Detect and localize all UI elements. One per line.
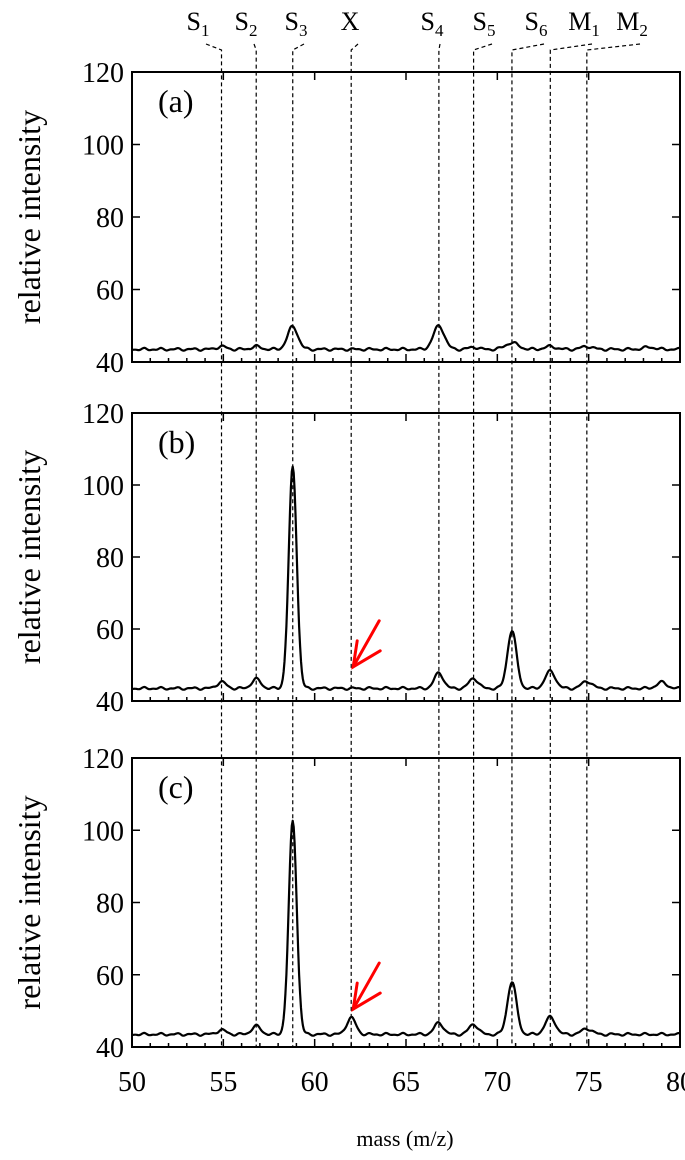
- plot-frame: [131, 412, 681, 702]
- y-tick-label: 120: [82, 399, 124, 430]
- peak-label-subscript: 5: [487, 21, 496, 40]
- peak-guide-line: [586, 43, 641, 1047]
- peak-guide-line: [253, 43, 257, 1047]
- x-tick-label: 55: [209, 1067, 237, 1098]
- peak-guide-line: [205, 43, 223, 1047]
- x-axis-label: mass (m/z): [356, 1126, 453, 1151]
- spectrum-line: [131, 324, 681, 352]
- y-axis-label: relative intensity: [11, 450, 47, 664]
- peak-marker-s1: S1: [187, 7, 223, 1047]
- arrow-head: [351, 639, 382, 670]
- plot-area: [132, 758, 680, 1047]
- peak-marker-x: X: [341, 7, 360, 1047]
- y-tick-label: 40: [96, 687, 124, 718]
- peak-label: S2: [235, 7, 258, 40]
- panels-layer: 40 60 80 100 120 relative intensity (a) 40 60 80 1…: [11, 58, 685, 1098]
- peak-label-subscript: 6: [539, 21, 548, 40]
- peak-marker-s6: S6: [511, 7, 548, 1047]
- peak-label: X: [341, 7, 360, 36]
- y-tick-label: 80: [96, 889, 124, 920]
- plot-frame: [131, 71, 681, 363]
- panel-label: (a): [158, 83, 194, 119]
- x-tick-label: 60: [301, 1067, 329, 1098]
- peak-label: S4: [421, 7, 444, 40]
- peak-marker-m1: M1: [549, 7, 600, 1047]
- peak-label-subscript: 3: [299, 21, 308, 40]
- panel-a: 40 60 80 100 120 relative intensity (a): [11, 58, 681, 379]
- red-arrow-icon: [351, 961, 382, 1012]
- red-arrow-icon: [351, 619, 382, 670]
- y-tick-label: 40: [96, 1033, 124, 1064]
- plot-frame: [131, 757, 681, 1048]
- peak-marker-m2: M2: [586, 7, 648, 1047]
- peak-guide-line: [549, 43, 593, 1047]
- y-tick-label: 100: [82, 816, 124, 847]
- y-tick-label: 40: [96, 348, 124, 379]
- y-tick-label: 100: [82, 471, 124, 502]
- peak-marker-layer: S1 S2 S3 X S4 S5 S6 M1 M2: [187, 7, 648, 1047]
- y-axis-label: relative intensity: [11, 110, 47, 324]
- peak-marker-s5: S5: [472, 7, 496, 1047]
- y-axis-label: relative intensity: [11, 795, 47, 1009]
- peak-label: S1: [187, 7, 210, 40]
- plot-area: [132, 72, 680, 362]
- panel-label: (b): [158, 424, 195, 460]
- y-tick-label: 100: [82, 131, 124, 162]
- peak-label: S6: [525, 7, 548, 40]
- spectrum-line: [131, 465, 681, 691]
- peak-label-subscript: 1: [201, 21, 210, 40]
- y-tick-label: 60: [96, 276, 124, 307]
- arrow-shaft: [351, 619, 381, 669]
- spectrum-line: [131, 819, 681, 1037]
- peak-marker-s2: S2: [235, 7, 258, 1047]
- plot-area: [132, 413, 680, 701]
- peak-label: M2: [616, 7, 648, 40]
- peak-label-subscript: 2: [249, 21, 258, 40]
- arrow-head: [351, 981, 382, 1012]
- peak-guide-line: [511, 43, 545, 1047]
- y-tick-label: 60: [96, 615, 124, 646]
- y-tick-label: 120: [82, 58, 124, 89]
- peak-label-subscript: 4: [435, 21, 444, 40]
- peak-label-subscript: 1: [591, 21, 600, 40]
- peak-label-subscript: 2: [639, 21, 648, 40]
- y-tick-label: 80: [96, 203, 124, 234]
- peak-label: S3: [285, 7, 308, 40]
- y-tick-label: 60: [96, 961, 124, 992]
- x-tick-label: 50: [118, 1067, 146, 1098]
- panel-b: 40 60 80 100 120 relative intensity (b): [11, 399, 681, 718]
- x-tick-label: 75: [575, 1067, 603, 1098]
- peak-label: S5: [473, 7, 496, 40]
- panel-c: 40 60 80 100 120 relative intensity (c): [11, 744, 681, 1064]
- x-tick-label: 80: [666, 1067, 685, 1098]
- peak-guide-line: [350, 43, 359, 1047]
- peak-guide-line: [292, 43, 305, 1047]
- x-tick-label: 70: [483, 1067, 511, 1098]
- y-tick-label: 80: [96, 543, 124, 574]
- peak-label: M1: [568, 7, 600, 40]
- peak-marker-s4: S4: [421, 7, 444, 1047]
- x-tick-label: 65: [392, 1067, 420, 1098]
- arrow-shaft: [351, 961, 381, 1011]
- y-tick-label: 120: [82, 744, 124, 775]
- x-tick-labels: 50 55 60 65 70 75 80: [118, 1067, 685, 1098]
- panel-label: (c): [158, 769, 194, 805]
- peak-guide-line: [438, 43, 441, 1047]
- peak-guide-line: [472, 43, 493, 1047]
